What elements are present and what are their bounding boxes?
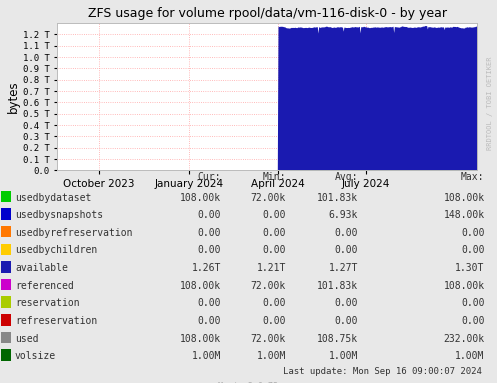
Text: RRDTOOL / TOBI OETIKER: RRDTOOL / TOBI OETIKER [487, 57, 493, 150]
Text: 1.00M: 1.00M [192, 351, 221, 361]
Text: usedbychildren: usedbychildren [15, 246, 97, 255]
Text: 1.26T: 1.26T [192, 263, 221, 273]
Y-axis label: bytes: bytes [7, 80, 20, 113]
Text: 101.83k: 101.83k [317, 193, 358, 203]
Text: 1.00M: 1.00M [329, 351, 358, 361]
Text: Cur:: Cur: [198, 172, 221, 182]
Text: referenced: referenced [15, 281, 74, 291]
Text: 0.00: 0.00 [198, 228, 221, 238]
Text: 72.00k: 72.00k [250, 334, 286, 344]
Text: usedbyrefreservation: usedbyrefreservation [15, 228, 132, 238]
Text: 1.00M: 1.00M [256, 351, 286, 361]
Text: 72.00k: 72.00k [250, 193, 286, 203]
Text: 232.00k: 232.00k [443, 334, 485, 344]
Text: 0.00: 0.00 [262, 316, 286, 326]
Text: 72.00k: 72.00k [250, 281, 286, 291]
Text: usedbydataset: usedbydataset [15, 193, 91, 203]
Text: 0.00: 0.00 [262, 228, 286, 238]
Text: 0.00: 0.00 [461, 246, 485, 255]
Title: ZFS usage for volume rpool/data/vm-116-disk-0 - by year: ZFS usage for volume rpool/data/vm-116-d… [87, 7, 447, 20]
Text: 108.00k: 108.00k [180, 193, 221, 203]
Text: 1.27T: 1.27T [329, 263, 358, 273]
Text: 0.00: 0.00 [461, 298, 485, 308]
Text: 108.00k: 108.00k [180, 334, 221, 344]
Text: Avg:: Avg: [334, 172, 358, 182]
Text: 0.00: 0.00 [262, 246, 286, 255]
Text: 0.00: 0.00 [198, 246, 221, 255]
Text: 1.00M: 1.00M [455, 351, 485, 361]
Text: 6.93k: 6.93k [329, 210, 358, 220]
Text: refreservation: refreservation [15, 316, 97, 326]
Text: 108.00k: 108.00k [443, 193, 485, 203]
Text: 101.83k: 101.83k [317, 281, 358, 291]
Text: 108.00k: 108.00k [443, 281, 485, 291]
Text: 1.21T: 1.21T [256, 263, 286, 273]
Text: 0.00: 0.00 [334, 228, 358, 238]
Text: usedbysnapshots: usedbysnapshots [15, 210, 103, 220]
Text: Max:: Max: [461, 172, 485, 182]
Text: 0.00: 0.00 [334, 298, 358, 308]
Text: 0.00: 0.00 [334, 246, 358, 255]
Text: 0.00: 0.00 [461, 316, 485, 326]
Text: 0.00: 0.00 [198, 298, 221, 308]
Text: 108.00k: 108.00k [180, 281, 221, 291]
Text: 0.00: 0.00 [262, 298, 286, 308]
Text: Munin 2.0.73: Munin 2.0.73 [219, 382, 278, 383]
Text: reservation: reservation [15, 298, 80, 308]
Text: volsize: volsize [15, 351, 56, 361]
Text: 1.30T: 1.30T [455, 263, 485, 273]
Text: Last update: Mon Sep 16 09:00:07 2024: Last update: Mon Sep 16 09:00:07 2024 [283, 367, 482, 376]
Text: 108.75k: 108.75k [317, 334, 358, 344]
Text: available: available [15, 263, 68, 273]
Text: 148.00k: 148.00k [443, 210, 485, 220]
Text: 0.00: 0.00 [198, 316, 221, 326]
Text: 0.00: 0.00 [461, 228, 485, 238]
Text: Min:: Min: [262, 172, 286, 182]
Text: 0.00: 0.00 [262, 210, 286, 220]
Text: 0.00: 0.00 [198, 210, 221, 220]
Text: used: used [15, 334, 38, 344]
Text: 0.00: 0.00 [334, 316, 358, 326]
